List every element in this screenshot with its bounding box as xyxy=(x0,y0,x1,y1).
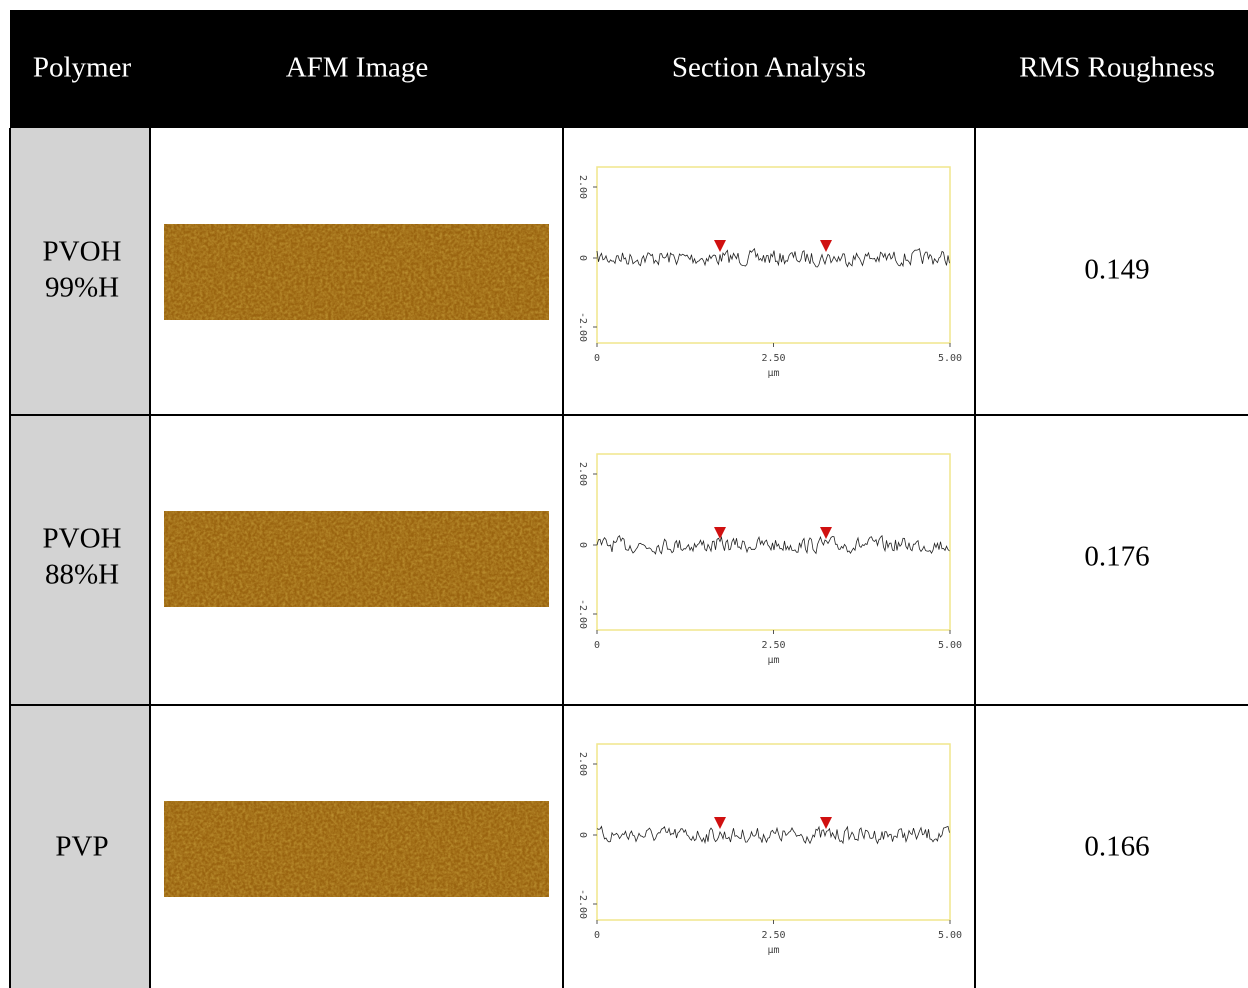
x-tick-label: 0 xyxy=(594,640,600,651)
afm-image xyxy=(164,511,549,607)
x-tick-label: 5.00 xyxy=(938,640,962,651)
y-tick-label: -2.00 xyxy=(577,599,588,629)
y-tick-label: -2.00 xyxy=(577,312,588,342)
x-tick-label: 0 xyxy=(594,930,600,941)
x-tick-label: 2.50 xyxy=(761,930,785,941)
plot-frame xyxy=(597,454,950,630)
y-tick-label: 2.00 xyxy=(577,462,588,486)
header-cell: AFM Image xyxy=(286,52,429,84)
section-plot: 2.00 0 -2.00 0 2.50 5.00 µm xyxy=(577,454,962,666)
polymer-name: PVP xyxy=(55,831,108,863)
rms-value: 0.176 xyxy=(1084,541,1149,573)
x-tick-label: 5.00 xyxy=(938,930,962,941)
x-tick-label: 5.00 xyxy=(938,353,962,364)
x-unit: µm xyxy=(767,368,779,379)
x-tick-label: 2.50 xyxy=(761,353,785,364)
y-tick-label: 0 xyxy=(577,542,588,548)
polymer-name: 99%H xyxy=(45,272,119,304)
x-tick-label: 2.50 xyxy=(761,640,785,651)
rms-value: 0.149 xyxy=(1084,254,1149,286)
plot-frame xyxy=(597,167,950,343)
header-cell: Polymer xyxy=(33,52,132,84)
rms-value: 0.166 xyxy=(1084,831,1149,863)
y-tick-label: 0 xyxy=(577,255,588,261)
header-cell: RMS Roughness xyxy=(1019,52,1215,84)
section-plot: 2.00 0 -2.00 0 2.50 5.00 µm xyxy=(577,744,962,956)
polymer-name: PVOH xyxy=(43,236,122,268)
polymer-name: 88%H xyxy=(45,559,119,591)
y-tick-label: 2.00 xyxy=(577,752,588,776)
x-tick-label: 0 xyxy=(594,353,600,364)
afm-image xyxy=(164,224,549,320)
x-unit: µm xyxy=(767,655,779,666)
y-tick-label: 2.00 xyxy=(577,175,588,199)
y-tick-label: 0 xyxy=(577,832,588,838)
table-page: Polymer AFM Image Section Analysis RMS Roug… xyxy=(0,0,1248,988)
section-plot: 2.00 0 -2.00 0 2.50 5.00 µm xyxy=(577,167,962,379)
header-cell: Section Analysis xyxy=(672,52,866,84)
y-tick-label: -2.00 xyxy=(577,889,588,919)
polymer-name: PVOH xyxy=(43,523,122,555)
afm-image xyxy=(164,801,549,897)
x-unit: µm xyxy=(767,945,779,956)
